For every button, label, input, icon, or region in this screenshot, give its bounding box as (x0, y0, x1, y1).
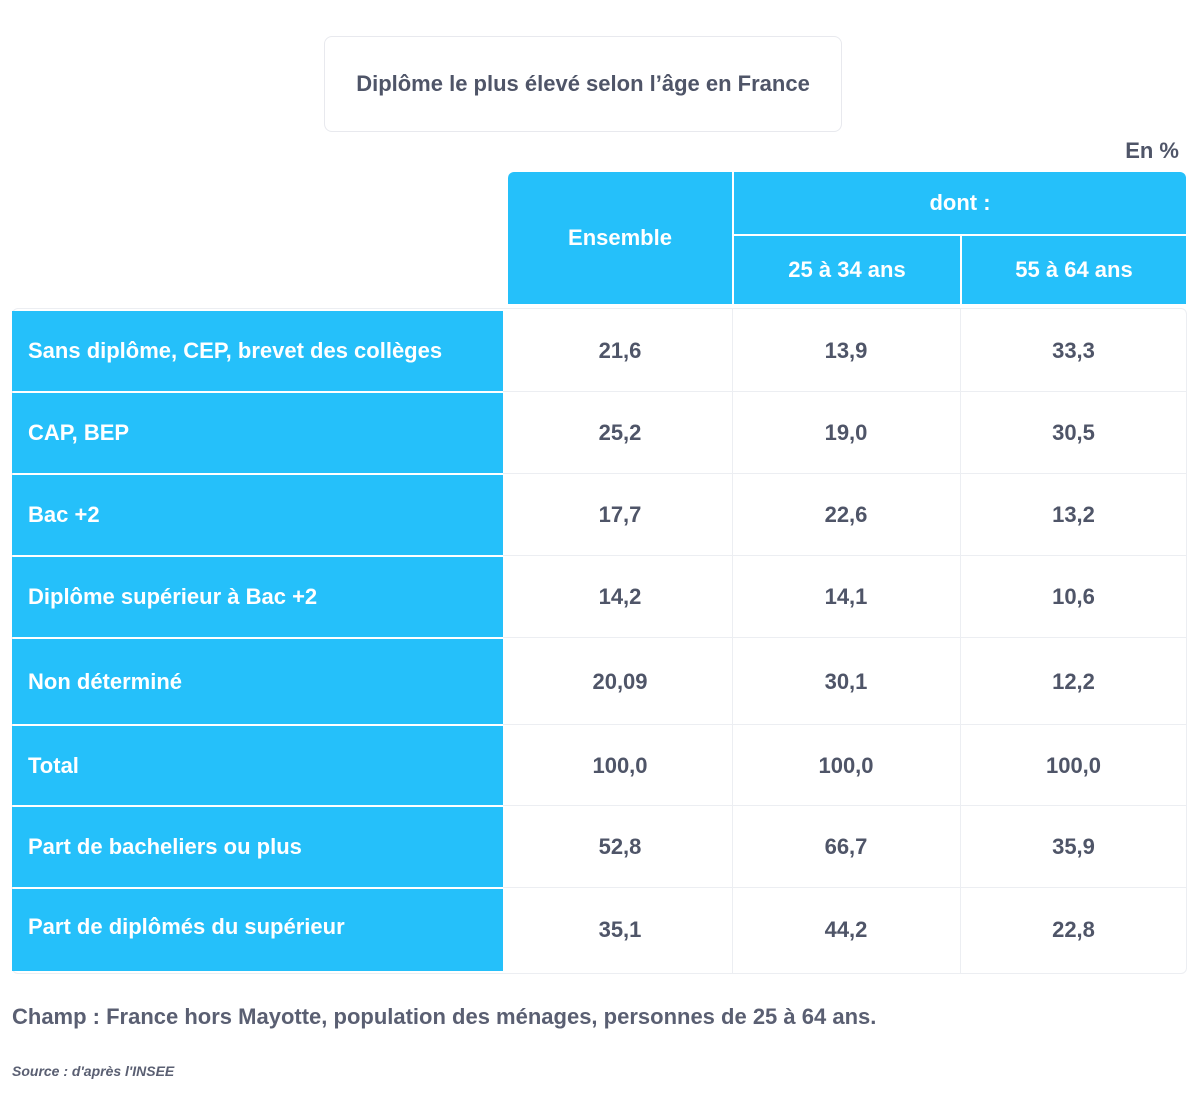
column-divider (960, 308, 961, 974)
cell-ensemble: 21,6 (598, 338, 642, 363)
row-divider (503, 555, 1187, 556)
table-row: Non déterminé 20,09 30,1 12,2 (12, 639, 1187, 725)
row-divider (503, 887, 1187, 888)
table-row: Sans diplôme, CEP, brevet des collèges 2… (12, 311, 1187, 392)
cell-ensemble: 100,0 (592, 752, 648, 778)
row-label: Total (12, 726, 503, 805)
row-label: CAP, BEP (12, 393, 503, 473)
cell-ensemble: 52,8 (598, 834, 642, 859)
cell-55-64: 22,8 (1052, 917, 1095, 942)
cell-25-34: 13,9 (824, 338, 868, 363)
row-label: Non déterminé (12, 639, 503, 724)
cell-25-34: 19,0 (824, 420, 868, 445)
header-ensemble: Ensemble (568, 225, 672, 250)
cell-ensemble: 14,2 (598, 584, 642, 609)
row-label: Part de diplômés du supérieur (12, 889, 503, 971)
table-row: Part de diplômés du supérieur 35,1 44,2 … (12, 889, 1187, 971)
table-row: Diplôme supérieur à Bac +2 14,2 14,1 10,… (12, 557, 1187, 638)
cell-25-34: 100,0 (818, 752, 874, 778)
table-row: Bac +2 17,7 22,6 13,2 (12, 475, 1187, 556)
header-25-34: 25 à 34 ans (732, 236, 960, 304)
column-divider (732, 308, 733, 974)
table-header: Ensemble dont : 25 à 34 ans 55 à 64 ans (508, 172, 1186, 304)
row-label: Part de bacheliers ou plus (12, 807, 503, 887)
row-divider (503, 473, 1187, 474)
unit-label: En % (1125, 138, 1179, 163)
cell-25-34: 30,1 (824, 668, 868, 694)
cell-25-34: 14,1 (824, 584, 868, 609)
cell-ensemble: 17,7 (598, 502, 642, 527)
cell-55-64: 33,3 (1052, 338, 1095, 363)
cell-ensemble: 20,09 (592, 668, 648, 694)
table-row: Total 100,0 100,0 100,0 (12, 726, 1187, 806)
row-divider (503, 391, 1187, 392)
cell-ensemble: 25,2 (598, 420, 642, 445)
header-55-64: 55 à 64 ans (960, 236, 1186, 304)
source-note: Source : d'après l'INSEE (12, 1063, 175, 1079)
table-row: CAP, BEP 25,2 19,0 30,5 (12, 393, 1187, 474)
row-divider (503, 805, 1187, 806)
cell-55-64: 12,2 (1052, 668, 1095, 694)
row-divider (503, 637, 1187, 638)
cell-55-64: 100,0 (1045, 752, 1102, 778)
cell-55-64: 35,9 (1052, 834, 1095, 859)
row-label: Sans diplôme, CEP, brevet des collèges (12, 311, 503, 391)
table-row: Part de bacheliers ou plus 52,8 66,7 35,… (12, 807, 1187, 888)
cell-25-34: 22,6 (824, 502, 868, 527)
cell-ensemble: 35,1 (598, 917, 642, 942)
cell-55-64: 10,6 (1052, 584, 1095, 609)
table-title: Diplôme le plus élevé selon l’âge en Fra… (324, 36, 842, 132)
header-group-dont: dont : (732, 172, 1186, 236)
cell-55-64: 13,2 (1052, 502, 1095, 527)
cell-25-34: 66,7 (824, 834, 868, 859)
row-label: Bac +2 (12, 475, 503, 555)
scope-note: Champ : France hors Mayotte, population … (12, 1004, 877, 1029)
row-label: Diplôme supérieur à Bac +2 (12, 557, 503, 637)
row-divider (503, 724, 1187, 725)
cell-25-34: 44,2 (824, 917, 868, 942)
cell-55-64: 30,5 (1052, 420, 1095, 445)
